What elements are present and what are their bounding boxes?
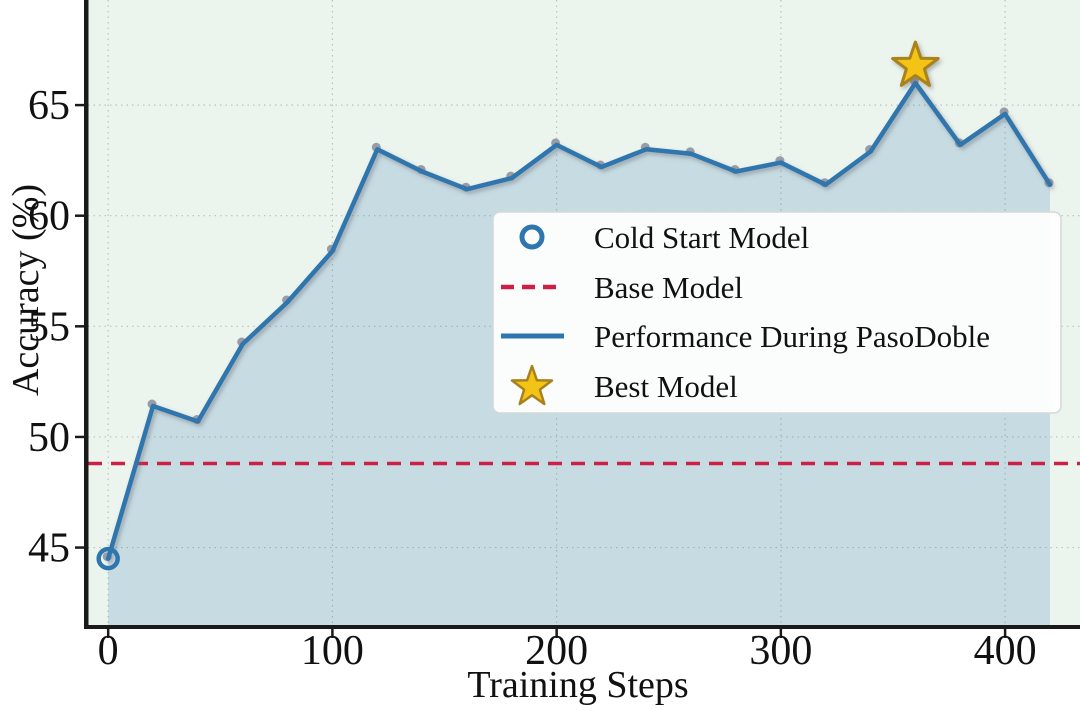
y-tick-label: 65 <box>28 83 70 129</box>
legend-markers <box>501 224 564 406</box>
y-axis-label: Accuracy (%) <box>5 184 47 396</box>
x-tick-label: 400 <box>974 628 1037 674</box>
y-tick-label: 55 <box>28 304 70 350</box>
x-tick-label: 300 <box>749 628 812 674</box>
legend-open-circle-icon <box>519 224 545 250</box>
performance-line <box>105 80 1053 561</box>
legend-box <box>492 211 1062 414</box>
legend-label-best-model: Best Model <box>594 369 738 404</box>
y-tick-label: 60 <box>28 194 70 240</box>
best-model-star-icon <box>891 40 940 87</box>
x-tick-label: 100 <box>301 628 364 674</box>
legend: Cold Start Model Base Model Performance … <box>492 211 1062 414</box>
legend-star-icon <box>510 364 554 406</box>
legend-label-cold-start: Cold Start Model <box>594 220 809 255</box>
x-axis-spine <box>84 625 1080 629</box>
cold-start-marker <box>96 546 120 571</box>
y-tick-label: 45 <box>28 526 70 572</box>
y-tick-label: 50 <box>28 415 70 461</box>
x-tick-label: 200 <box>525 628 588 674</box>
x-tick-label: 0 <box>98 628 119 674</box>
x-axis-label: Training Steps <box>467 664 688 706</box>
y-tick-labels: 45 50 55 60 65 <box>28 83 70 571</box>
y-axis-spine <box>84 0 89 629</box>
axes-spines-and-ticks <box>75 0 1080 638</box>
legend-label-base-model: Base Model <box>594 270 743 305</box>
legend-label-performance: Performance During PasoDoble <box>594 319 990 354</box>
x-tick-labels: 0 100 200 300 400 <box>98 628 1037 674</box>
